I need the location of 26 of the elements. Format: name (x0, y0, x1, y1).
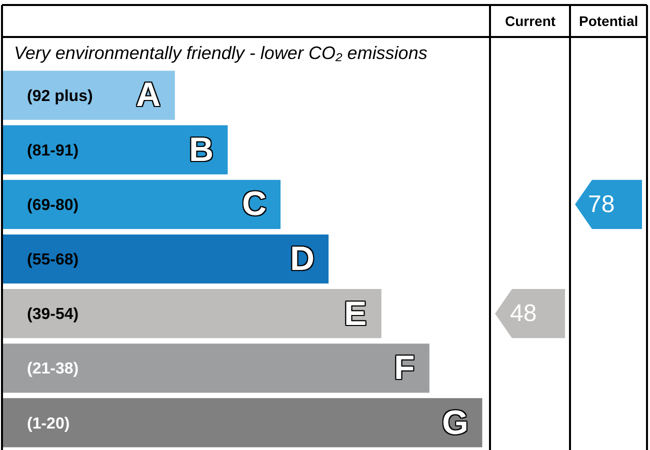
bar (2, 125, 228, 174)
y-tick-label: (55-68) (27, 252, 79, 269)
text: 78 (588, 191, 615, 218)
y-tick-label: (92 plus) (27, 88, 93, 105)
annotation: A (136, 76, 161, 114)
y-tick-label: (69-80) (27, 197, 79, 214)
y-tick-label: (1-20) (27, 415, 70, 432)
text: Current (505, 13, 556, 29)
annotation: F (394, 349, 415, 387)
y-tick-label: (21-38) (27, 360, 79, 378)
y-tick-label: (39-54) (27, 306, 79, 324)
text: 48 (510, 300, 537, 327)
annotation: D (290, 240, 315, 278)
annotation: G (442, 404, 468, 442)
chart-subtitle: Very environmentally friendly - lower CO₂ emissions (14, 43, 428, 63)
y-tick-label: (81-91) (27, 142, 79, 160)
text: Potential (579, 13, 638, 29)
bar (2, 180, 281, 229)
bar (2, 289, 382, 338)
annotation: E (344, 295, 367, 333)
bar (2, 344, 430, 393)
bar (2, 70, 175, 120)
bar (2, 234, 329, 284)
bar (2, 398, 482, 448)
annotation: B (189, 131, 214, 169)
annotation: C (242, 185, 267, 223)
